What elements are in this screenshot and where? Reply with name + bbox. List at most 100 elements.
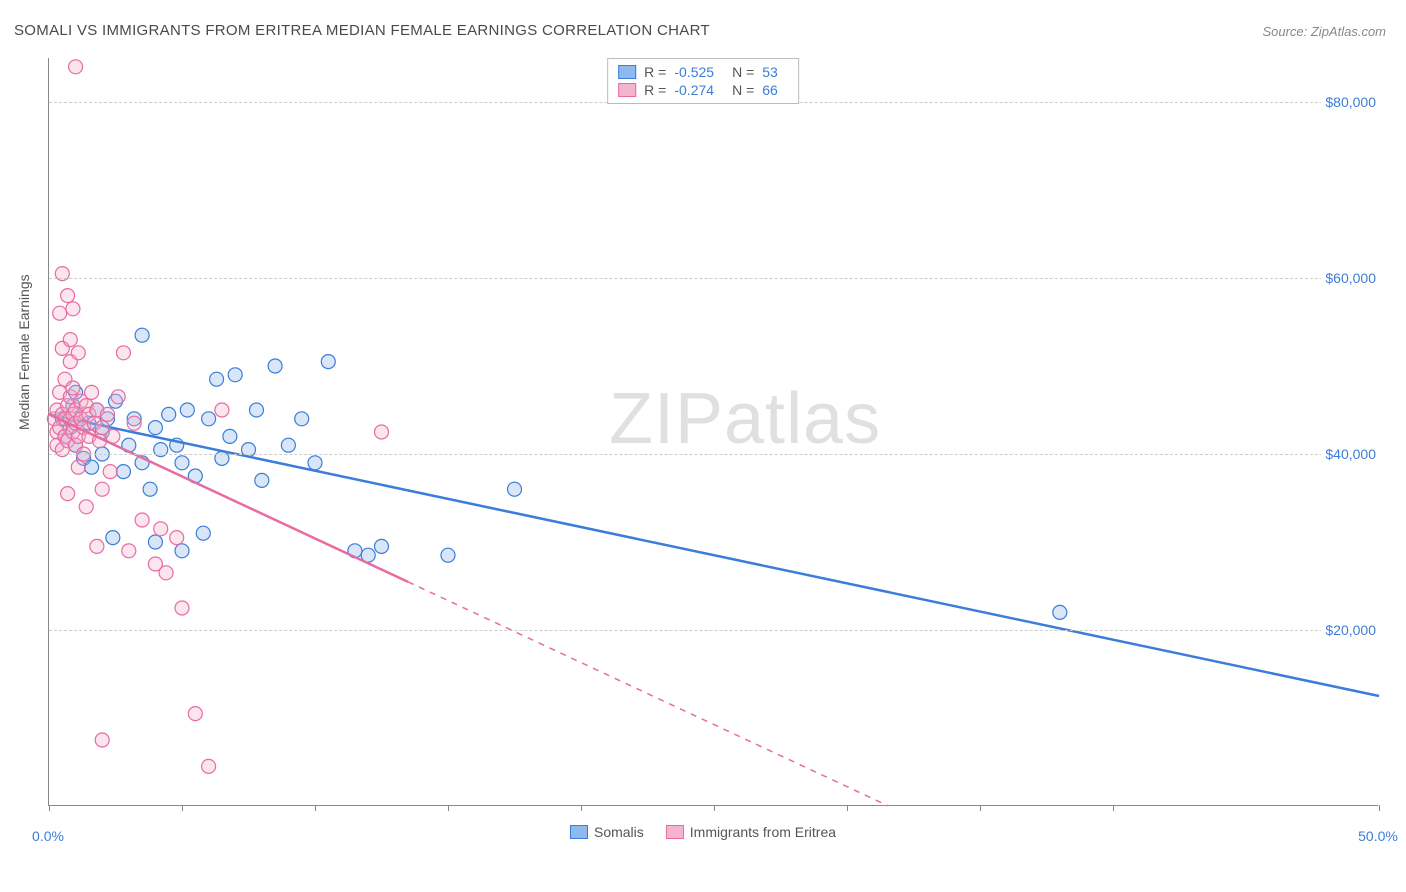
- swatch-somalis-bottom: [570, 825, 588, 839]
- stat-r-label: R =: [644, 64, 666, 80]
- x-tick: [1113, 805, 1114, 811]
- scatter-point: [71, 460, 85, 474]
- x-tick-label: 50.0%: [1358, 828, 1398, 844]
- x-tick: [714, 805, 715, 811]
- scatter-point: [375, 425, 389, 439]
- scatter-point: [162, 407, 176, 421]
- stat-n-label: N =: [732, 82, 754, 98]
- scatter-point: [95, 482, 109, 496]
- legend-item-eritrea: Immigrants from Eritrea: [666, 824, 836, 840]
- scatter-point: [85, 460, 99, 474]
- scatter-point: [85, 385, 99, 399]
- scatter-point: [116, 465, 130, 479]
- scatter-point: [281, 438, 295, 452]
- y-tick-label: $20,000: [1321, 622, 1380, 638]
- scatter-point: [103, 465, 117, 479]
- scatter-point: [180, 403, 194, 417]
- swatch-eritrea-bottom: [666, 825, 684, 839]
- scatter-point: [66, 381, 80, 395]
- x-tick: [49, 805, 50, 811]
- swatch-somalis: [618, 65, 636, 79]
- stats-legend-box: R = -0.525 N = 53 R = -0.274 N = 66: [607, 58, 799, 104]
- scatter-point: [135, 513, 149, 527]
- chart-title: SOMALI VS IMMIGRANTS FROM ERITREA MEDIAN…: [14, 22, 710, 39]
- x-tick: [315, 805, 316, 811]
- legend-item-somalis: Somalis: [570, 824, 644, 840]
- x-tick: [581, 805, 582, 811]
- stat-n-label: N =: [732, 64, 754, 80]
- scatter-point: [143, 482, 157, 496]
- scatter-point: [116, 346, 130, 360]
- stat-r-label: R =: [644, 82, 666, 98]
- scatter-point: [53, 306, 67, 320]
- scatter-point: [111, 390, 125, 404]
- x-tick: [980, 805, 981, 811]
- scatter-point: [95, 733, 109, 747]
- chart-svg: [49, 58, 1378, 805]
- scatter-point: [210, 372, 224, 386]
- scatter-point: [175, 601, 189, 615]
- gridline: [49, 454, 1378, 455]
- stat-n-eritrea: 66: [762, 82, 778, 98]
- y-tick-label: $40,000: [1321, 446, 1380, 462]
- scatter-point: [441, 548, 455, 562]
- legend-label-somalis: Somalis: [594, 824, 644, 840]
- scatter-point: [66, 302, 80, 316]
- legend-label-eritrea: Immigrants from Eritrea: [690, 824, 836, 840]
- stats-row-eritrea: R = -0.274 N = 66: [618, 81, 788, 99]
- scatter-point: [106, 531, 120, 545]
- regression-line: [49, 414, 1379, 696]
- scatter-point: [175, 456, 189, 470]
- scatter-point: [308, 456, 322, 470]
- x-tick: [1379, 805, 1380, 811]
- stat-r-eritrea: -0.274: [674, 82, 714, 98]
- scatter-point: [202, 412, 216, 426]
- scatter-point: [127, 416, 141, 430]
- scatter-point: [202, 759, 216, 773]
- scatter-point: [148, 421, 162, 435]
- scatter-point: [228, 368, 242, 382]
- source-attribution: Source: ZipAtlas.com: [1262, 24, 1386, 39]
- stat-r-somalis: -0.525: [674, 64, 714, 80]
- regression-line-dashed: [408, 582, 888, 806]
- x-tick-label: 0.0%: [32, 828, 64, 844]
- scatter-point: [215, 403, 229, 417]
- scatter-point: [122, 544, 136, 558]
- y-tick-label: $60,000: [1321, 270, 1380, 286]
- scatter-point: [79, 500, 93, 514]
- scatter-point: [90, 539, 104, 553]
- scatter-point: [321, 355, 335, 369]
- scatter-point: [71, 346, 85, 360]
- bottom-legend: Somalis Immigrants from Eritrea: [570, 824, 836, 840]
- x-tick: [448, 805, 449, 811]
- scatter-point: [508, 482, 522, 496]
- scatter-point: [1053, 605, 1067, 619]
- scatter-point: [196, 526, 210, 540]
- scatter-point: [61, 289, 75, 303]
- scatter-point: [159, 566, 173, 580]
- x-tick: [182, 805, 183, 811]
- stat-n-somalis: 53: [762, 64, 778, 80]
- scatter-point: [135, 328, 149, 342]
- scatter-point: [223, 429, 237, 443]
- x-tick: [847, 805, 848, 811]
- y-tick-label: $80,000: [1321, 94, 1380, 110]
- scatter-point: [268, 359, 282, 373]
- scatter-point: [170, 531, 184, 545]
- scatter-point: [375, 539, 389, 553]
- y-axis-label: Median Female Earnings: [16, 274, 32, 430]
- scatter-point: [255, 473, 269, 487]
- scatter-point: [69, 60, 83, 74]
- scatter-point: [249, 403, 263, 417]
- scatter-point: [101, 407, 115, 421]
- scatter-point: [63, 333, 77, 347]
- stats-row-somalis: R = -0.525 N = 53: [618, 63, 788, 81]
- scatter-point: [188, 707, 202, 721]
- plot-area: ZIPatlas $20,000$40,000$60,000$80,000: [48, 58, 1378, 806]
- scatter-point: [154, 522, 168, 536]
- scatter-point: [61, 487, 75, 501]
- scatter-point: [148, 535, 162, 549]
- gridline: [49, 630, 1378, 631]
- gridline: [49, 278, 1378, 279]
- scatter-point: [295, 412, 309, 426]
